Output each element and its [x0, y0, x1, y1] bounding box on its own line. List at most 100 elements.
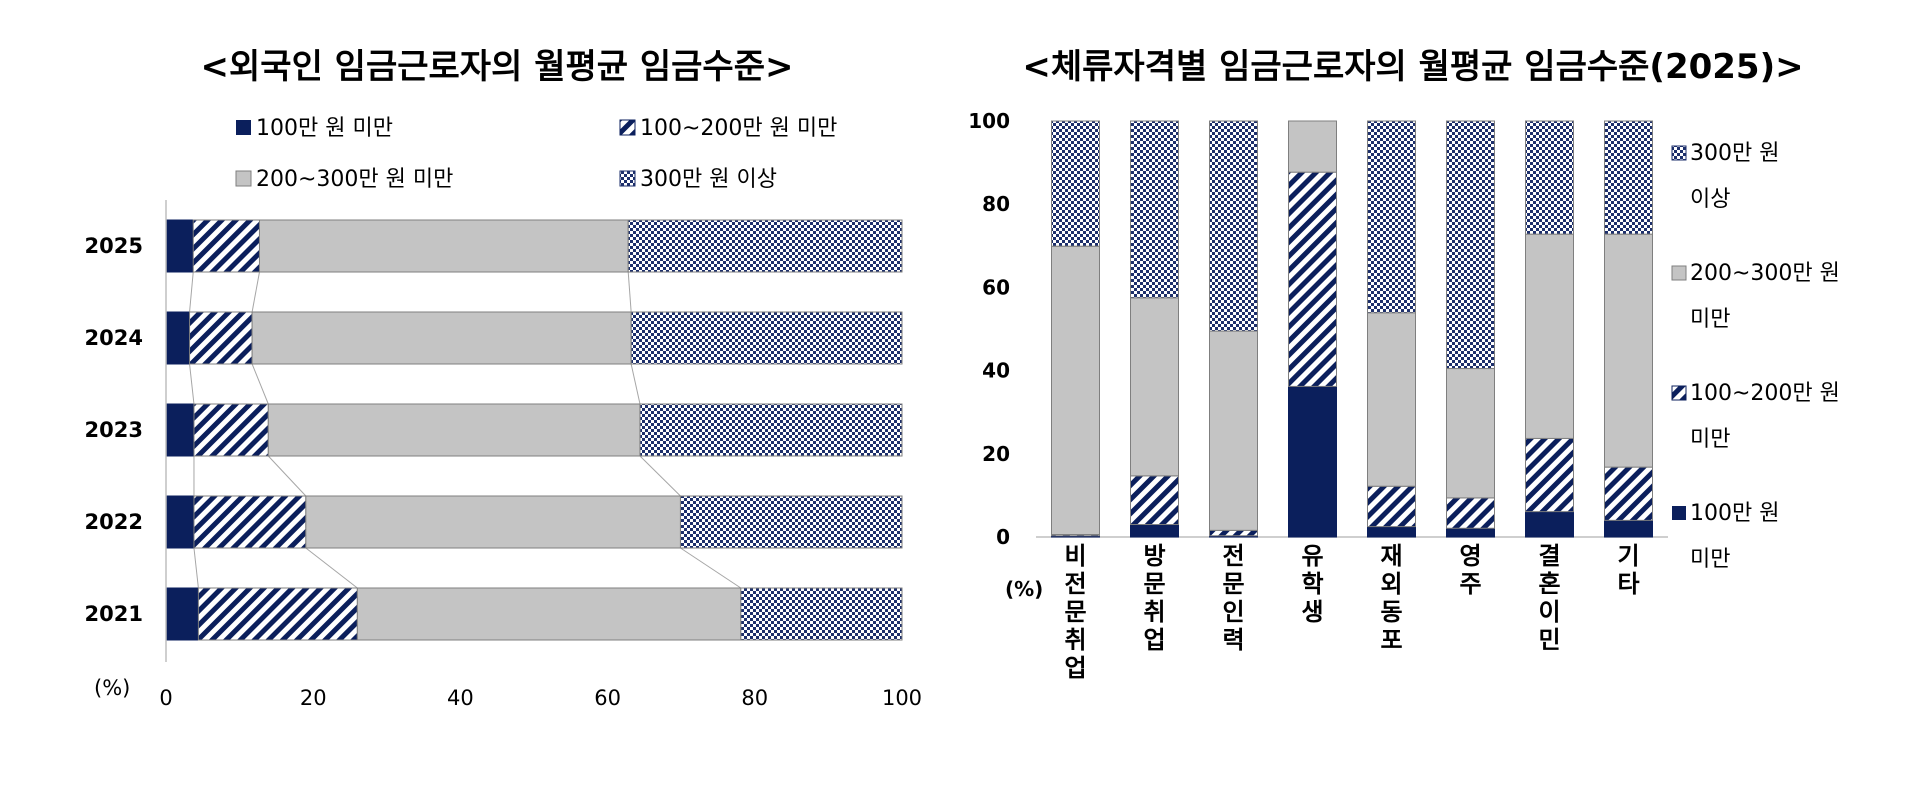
- bar-segment-under-100-방문취업: [1130, 524, 1179, 538]
- series-line-under-100-0: [189, 271, 194, 313]
- bar-segment-200-300-전문인력: [1209, 330, 1258, 531]
- bar-segment-over-300-2022: [679, 495, 903, 549]
- left-y-tick-2023: 2023: [85, 418, 143, 442]
- left-x-tick-labels: 0 20 40 60 80 100: [159, 686, 922, 710]
- legend-label-over-300: 300만 원 이상: [640, 167, 777, 192]
- legend-swatch-100-200: [619, 119, 636, 136]
- bar-segment-over-300-2025: [627, 219, 903, 273]
- left-y-tick-2022: 2022: [85, 510, 143, 534]
- series-line-under-100-1: [189, 363, 195, 405]
- right-legend-label-200-300-line2: 미만: [1690, 307, 1730, 332]
- bar-segment-over-300-2023: [639, 403, 903, 457]
- bar-segment-200-300-방문취업: [1130, 297, 1179, 477]
- legend-swatch-200-300: [235, 170, 252, 187]
- bar-segment-under-100-2024: [165, 311, 191, 365]
- series-line-100-200-2: [267, 455, 307, 497]
- bar-segment-over-300-2024: [630, 311, 903, 365]
- bar-segment-over-300-2021: [740, 587, 903, 641]
- left-chart-title: <외국인 임금근로자의 월평균 임금수준>: [201, 47, 794, 87]
- bar-segment-100-200-기타: [1604, 466, 1653, 521]
- bar-segment-200-300-재외동포: [1367, 312, 1416, 487]
- right-legend-swatch-over-300: [1671, 145, 1687, 161]
- right-category-labels: 비 전 문 취 업 방 문 취 업 전 문 인 력 유 학 생 재 외 동 포 영 주 결 혼 이 민 기 타: [1064, 542, 1639, 682]
- bar-segment-200-300-2024: [251, 311, 632, 365]
- right-legend-label-under-100-line1: 100만 원: [1690, 501, 1779, 526]
- left-y-tick-2021: 2021: [85, 602, 143, 626]
- legend-swatch-over-300: [619, 170, 636, 187]
- bar-segment-over-300-영주: [1446, 120, 1495, 370]
- series-line-under-100-3: [193, 547, 199, 589]
- bar-segment-200-300-영주: [1446, 368, 1495, 499]
- left-legend: 100만 원 미만 100~200만 원 미만 200~300만 원 미만 30…: [235, 116, 837, 192]
- left-y-tick-2025: 2025: [85, 234, 143, 258]
- bar-segment-200-300-결혼이민: [1525, 233, 1574, 439]
- right-y-tick-100: 100: [968, 109, 1010, 133]
- bar-segment-under-100-2025: [165, 219, 194, 273]
- bar-segment-100-200-전문인력: [1209, 529, 1258, 537]
- left-x-tick-40: 40: [447, 686, 474, 710]
- series-line-100-200-1: [251, 363, 269, 405]
- right-legend-swatch-100-200: [1671, 385, 1687, 401]
- bar-segment-100-200-방문취업: [1130, 475, 1179, 526]
- left-x-tick-100: 100: [882, 686, 922, 710]
- bar-segment-200-300-2023: [267, 403, 641, 457]
- series-line-200-300-0: [627, 271, 632, 313]
- right-legend: 300만 원 이상 200~300만 원 미만 100~200만 원 미만 10…: [1671, 141, 1840, 572]
- bar-segment-200-300-2021: [356, 587, 742, 641]
- bar-segment-100-200-2022: [193, 495, 307, 549]
- bar-segment-over-300-기타: [1604, 120, 1653, 235]
- bar-segment-200-300-유학생: [1288, 120, 1337, 173]
- right-legend-label-over-300-line2: 이상: [1690, 187, 1730, 212]
- bar-segment-200-300-비전문취업: [1051, 245, 1100, 536]
- right-y-tick-0: 0: [996, 525, 1010, 549]
- left-x-tick-20: 20: [300, 686, 327, 710]
- right-bars: [1051, 120, 1653, 538]
- series-line-200-300-1: [630, 363, 641, 405]
- bar-segment-100-200-2024: [189, 311, 253, 365]
- right-y-tick-40: 40: [982, 359, 1010, 383]
- left-x-tick-80: 80: [741, 686, 768, 710]
- legend-label-under-100: 100만 원 미만: [256, 116, 393, 141]
- right-legend-swatch-under-100: [1672, 506, 1686, 520]
- bar-segment-under-100-영주: [1446, 527, 1495, 538]
- bar-segment-over-300-전문인력: [1209, 120, 1258, 332]
- right-legend-label-100-200-line1: 100~200만 원: [1690, 381, 1840, 406]
- bar-segment-100-200-결혼이민: [1525, 437, 1574, 513]
- left-x-tick-60: 60: [594, 686, 621, 710]
- right-y-tick-60: 60: [982, 275, 1010, 299]
- bar-segment-over-300-재외동포: [1367, 120, 1416, 314]
- bar-segment-100-200-유학생: [1288, 171, 1337, 387]
- legend-label-100-200: 100~200만 원 미만: [640, 116, 837, 141]
- right-chart-title: <체류자격별 임금근로자의 월평균 임금수준(2025)>: [1022, 47, 1803, 87]
- bar-segment-over-300-방문취업: [1130, 120, 1179, 299]
- bar-segment-over-300-비전문취업: [1051, 120, 1100, 247]
- bar-segment-100-200-재외동포: [1367, 485, 1416, 528]
- legend-swatch-under-100: [236, 120, 251, 135]
- right-legend-label-under-100-line2: 미만: [1690, 547, 1730, 572]
- bar-segment-under-100-재외동포: [1367, 526, 1416, 538]
- left-y-tick-2024: 2024: [85, 326, 143, 350]
- right-legend-label-over-300-line1: 300만 원: [1690, 141, 1779, 166]
- left-series-lines: [189, 271, 742, 589]
- bar-segment-100-200-영주: [1446, 497, 1495, 529]
- bar-segment-under-100-유학생: [1288, 385, 1337, 538]
- bar-segment-200-300-2025: [258, 219, 629, 273]
- series-line-200-300-2: [639, 455, 681, 497]
- right-legend-label-200-300-line1: 200~300만 원: [1690, 261, 1840, 286]
- bar-segment-under-100-2023: [165, 403, 195, 457]
- left-x-unit-label: (%): [94, 676, 130, 700]
- series-line-100-200-3: [305, 547, 358, 589]
- left-bars: [165, 219, 903, 641]
- bar-segment-100-200-2021: [197, 587, 358, 641]
- bar-segment-200-300-2022: [305, 495, 681, 549]
- left-x-tick-0: 0: [159, 686, 172, 710]
